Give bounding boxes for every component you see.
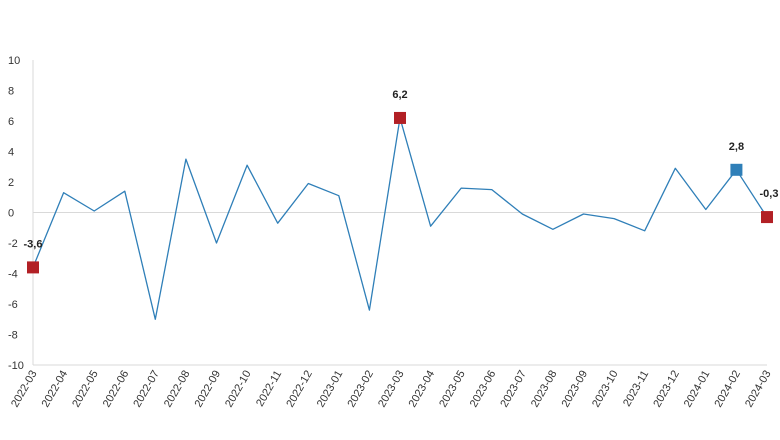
data-label: 6,2	[392, 89, 407, 101]
x-tick-label: 2022-06	[101, 369, 132, 410]
series-line-group	[32, 117, 768, 320]
x-tick-label: 2024-03	[743, 369, 774, 410]
highlight-marker	[730, 163, 743, 176]
y-tick-label: -2	[8, 238, 18, 250]
x-tick-label: 2023-10	[590, 369, 621, 410]
y-tick-label: 4	[8, 147, 14, 159]
highlight-marker	[394, 111, 406, 124]
highlight-marker	[27, 261, 39, 274]
y-tick-label: -4	[8, 269, 18, 281]
highlight-marker	[761, 211, 773, 224]
data-label: -0,3	[760, 188, 779, 200]
x-tick-label: 2022-10	[223, 369, 254, 410]
x-tick-label: 2023-11	[621, 369, 651, 409]
y-tick-label: -10	[8, 360, 24, 372]
data-labels-group: -3,6 6,2 2,8 -0,3	[24, 89, 779, 250]
x-tick-label: 2023-03	[376, 369, 407, 410]
x-tick-label: 2023-07	[498, 369, 529, 410]
x-tick-label: 2024-01	[682, 369, 713, 410]
x-tick-label: 2023-06	[468, 369, 499, 410]
x-tick-label: 2022-12	[284, 369, 315, 410]
x-tick-label: 2022-07	[131, 369, 162, 410]
y-tick-label: 10	[8, 55, 20, 67]
data-label: -3,6	[24, 238, 43, 250]
series-line	[32, 117, 768, 320]
y-tick-label: 8	[8, 86, 14, 98]
x-tick-label: 2023-02	[345, 369, 376, 410]
y-tick-label: -8	[8, 330, 18, 342]
x-tick-label: 2023-05	[437, 369, 468, 410]
data-label: 2,8	[729, 141, 744, 153]
y-tick-label: 2	[8, 177, 14, 189]
x-tick-label: 2022-03	[9, 369, 40, 410]
x-tick-label: 2023-01	[315, 369, 346, 410]
y-tick-label: -6	[8, 299, 18, 311]
highlight-markers-group	[27, 111, 773, 274]
x-tick-label: 2024-02	[712, 369, 743, 410]
x-tick-label: 2022-05	[70, 369, 101, 410]
x-tick-label: 2023-04	[407, 369, 438, 410]
x-tick-label: 2022-11	[254, 369, 284, 409]
x-tick-label: 2022-08	[162, 369, 193, 410]
y-tick-label: 0	[8, 208, 14, 220]
x-tick-label: 2022-04	[40, 369, 71, 410]
y-tick-label: 6	[8, 116, 14, 128]
x-tick-label: 2023-09	[560, 369, 591, 410]
x-tick-label: 2022-09	[193, 369, 224, 410]
x-tick-label: 2023-12	[651, 369, 682, 410]
x-tick-label: 2023-08	[529, 369, 560, 410]
